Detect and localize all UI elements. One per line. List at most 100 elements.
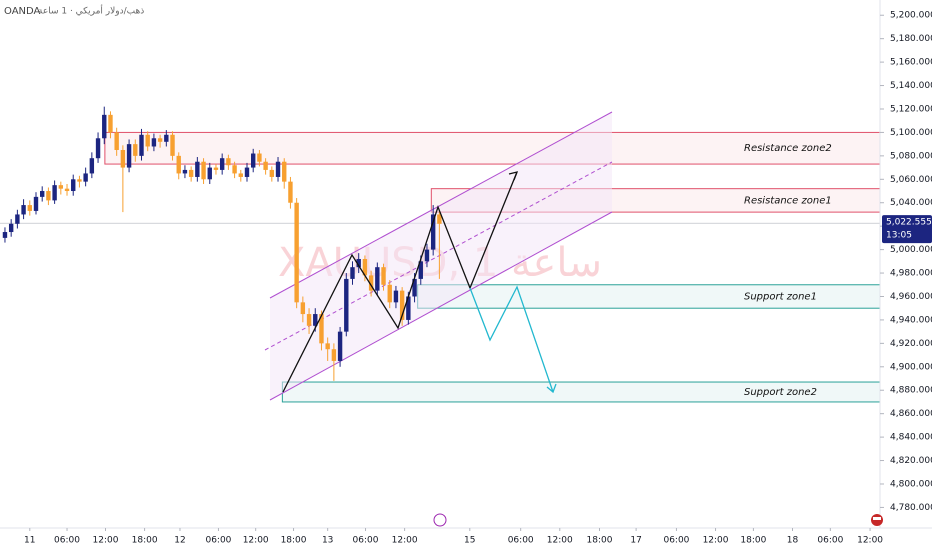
candles: [2, 106, 442, 381]
candle-body: [300, 302, 306, 315]
candle-body: [27, 205, 32, 211]
candle-body: [102, 114, 107, 139]
candle-body: [114, 132, 119, 150]
channel-upper: [269, 111, 613, 299]
channel-fill: [270, 112, 612, 400]
projection-up: [282, 171, 518, 393]
x-tick-label: 15: [464, 536, 475, 546]
y-tick-label: 5,080.000: [890, 151, 932, 161]
y-tick-label: 4,960.000: [890, 292, 932, 302]
y-tick-label: 5,000.000: [890, 245, 932, 255]
candle-body: [350, 267, 355, 279]
candle-body: [437, 214, 442, 224]
y-tick-label: 5,200.000: [890, 11, 932, 21]
x-tick-label: 12:00: [392, 536, 418, 546]
source: OANDA: [4, 6, 41, 17]
candle-body: [170, 134, 175, 156]
candle-body: [126, 144, 132, 168]
zone-label: Support zone1: [744, 291, 817, 302]
y-tick-label: 4,780.000: [890, 503, 932, 513]
title: ذهب/دولار أمريكي · 1 ساعة: [38, 5, 144, 17]
candle-body: [313, 314, 318, 326]
candle-body: [406, 296, 411, 320]
candle-body: [331, 349, 337, 361]
countdown: 13:05: [886, 231, 912, 241]
candle-body: [108, 114, 113, 133]
arrow-head: [508, 171, 519, 181]
candle-body: [288, 181, 293, 203]
candle-body: [213, 167, 219, 170]
candle-body: [356, 258, 361, 268]
candle-body: [89, 158, 95, 174]
candle-body: [120, 150, 126, 168]
candle-body: [294, 202, 299, 303]
projection-down: [469, 285, 554, 393]
candle-body: [133, 144, 138, 156]
candle-body: [139, 134, 144, 156]
candle-body: [344, 278, 349, 332]
candle-body: [188, 169, 194, 177]
x-tick-label: 11: [24, 536, 35, 546]
candle-body: [2, 232, 8, 238]
candle-body: [157, 138, 163, 142]
price-badge: [882, 215, 932, 244]
x-tick-label: 06:00: [54, 536, 80, 546]
y-tick-label: 4,900.000: [890, 362, 932, 372]
candle-body: [151, 138, 157, 147]
candle-body: [251, 153, 256, 168]
zone: [104, 131, 881, 165]
candle-body: [52, 185, 57, 201]
candle-body: [21, 205, 26, 215]
candle-body: [201, 161, 206, 180]
candle-body: [8, 223, 14, 233]
candle-body: [430, 214, 436, 250]
candle-body: [219, 158, 225, 170]
y-tick-label: 5,100.000: [890, 128, 932, 138]
candle-body: [46, 191, 51, 201]
x-tick-label: 06:00: [817, 536, 843, 546]
candle-body: [145, 134, 150, 147]
x-tick-label: 12:00: [703, 536, 729, 546]
candle-body: [33, 196, 39, 211]
candle-body: [275, 161, 281, 177]
x-tick-label: 17: [630, 536, 641, 546]
zone-label: Resistance zone1: [744, 195, 832, 206]
candle-body: [387, 284, 392, 303]
y-tick-label: 4,840.000: [890, 433, 932, 443]
candle-body: [232, 165, 237, 174]
candle-body: [195, 161, 200, 177]
y-tick-label: 4,800.000: [890, 479, 932, 489]
x-tick-label: 12:00: [243, 536, 269, 546]
candle-body: [176, 155, 181, 174]
candle-body: [257, 153, 262, 162]
candle-body: [282, 161, 287, 182]
y-tick-label: 4,940.000: [890, 315, 932, 325]
x-tick-label: 18:00: [132, 536, 158, 546]
x-tick-label: 06:00: [508, 536, 534, 546]
candle-body: [337, 331, 343, 361]
x-tick-label: 06:00: [353, 536, 379, 546]
x-tick-label: 12: [174, 536, 185, 546]
candle-body: [306, 314, 312, 326]
candle-body: [95, 138, 101, 159]
channel-lower: [269, 211, 613, 401]
candle-body: [40, 191, 45, 197]
y-tick-label: 5,160.000: [890, 58, 932, 68]
x-tick-label: 13: [322, 536, 333, 546]
candle-body: [424, 249, 430, 262]
candle-body: [368, 275, 374, 291]
candle-body: [244, 167, 250, 177]
y-tick-label: 4,880.000: [890, 386, 932, 396]
flag-stripe: [873, 517, 881, 520]
y-tick-label: 5,140.000: [890, 81, 932, 91]
x-tick-label: 06:00: [205, 536, 231, 546]
event-icon[interactable]: [433, 513, 447, 527]
candle-body: [393, 290, 399, 303]
candle-body: [71, 179, 76, 192]
y-tick-label: 4,820.000: [890, 456, 932, 466]
candle-body: [418, 261, 423, 279]
candle-body: [412, 278, 417, 297]
zone-label: Support zone2: [744, 387, 817, 398]
